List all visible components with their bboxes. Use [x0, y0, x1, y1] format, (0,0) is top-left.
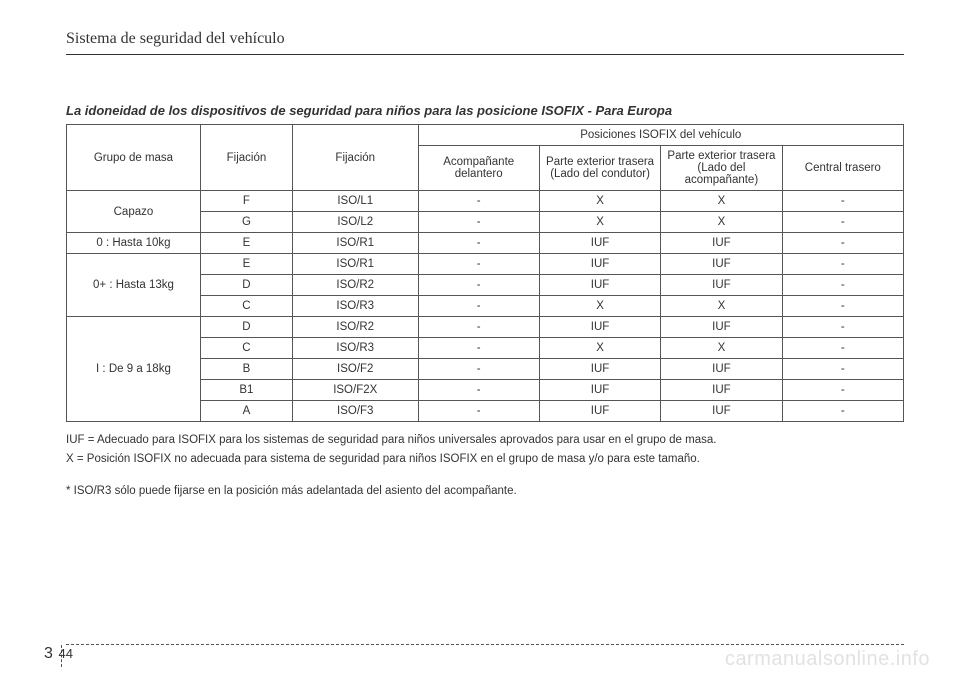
cell: ISO/R3	[292, 296, 418, 317]
cell: -	[782, 191, 903, 212]
table-row: I : De 9 a 18kgDISO/R2-IUFIUF-	[67, 317, 904, 338]
mass-group-cell: Capazo	[67, 191, 201, 233]
cell: -	[418, 401, 539, 422]
watermark: carmanualsonline.info	[725, 648, 930, 671]
cell: X	[539, 296, 660, 317]
cell: -	[782, 380, 903, 401]
cell: -	[418, 380, 539, 401]
table-row: 0 : Hasta 10kgEISO/R1-IUFIUF-	[67, 233, 904, 254]
isofix-suitability-table: Grupo de masa Fijación Fijación Posicion…	[66, 124, 904, 422]
col-fixation-b: Fijación	[292, 125, 418, 191]
cell: -	[418, 233, 539, 254]
col-positions-title: Posiciones ISOFIX del vehículo	[418, 125, 903, 146]
cell: -	[418, 359, 539, 380]
cell: -	[418, 191, 539, 212]
table-row: CapazoFISO/L1-XX-	[67, 191, 904, 212]
cell: E	[200, 254, 292, 275]
cell: -	[782, 317, 903, 338]
cell: -	[418, 338, 539, 359]
mass-group-cell: 0 : Hasta 10kg	[67, 233, 201, 254]
cell: IUF	[539, 233, 660, 254]
mass-group-cell: 0+ : Hasta 13kg	[67, 254, 201, 317]
cell: G	[200, 212, 292, 233]
cell: -	[782, 296, 903, 317]
cell: -	[782, 359, 903, 380]
cell: -	[782, 275, 903, 296]
cell: -	[418, 275, 539, 296]
cell: -	[418, 296, 539, 317]
cell: ISO/R1	[292, 233, 418, 254]
note-iuf: IUF = Adecuado para ISOFIX para los sist…	[66, 432, 904, 449]
cell: -	[418, 254, 539, 275]
cell: D	[200, 275, 292, 296]
cell: IUF	[539, 401, 660, 422]
cell: IUF	[539, 380, 660, 401]
cell: -	[782, 401, 903, 422]
cell: B1	[200, 380, 292, 401]
cell: IUF	[661, 254, 782, 275]
cell: X	[661, 296, 782, 317]
table-row: 0+ : Hasta 13kgEISO/R1-IUFIUF-	[67, 254, 904, 275]
cell: X	[539, 191, 660, 212]
cell: X	[661, 212, 782, 233]
page-title: Sistema de seguridad del vehículo	[66, 30, 904, 55]
cell: IUF	[539, 275, 660, 296]
cell: X	[661, 191, 782, 212]
cell: ISO/R3	[292, 338, 418, 359]
table-caption: La idoneidad de los dispositivos de segu…	[66, 103, 904, 118]
cell: -	[782, 338, 903, 359]
col-pos-rear-driver: Parte exterior trasera (Lado del conduto…	[539, 146, 660, 191]
cell: E	[200, 233, 292, 254]
table-footnotes: IUF = Adecuado para ISOFIX para los sist…	[66, 432, 904, 500]
cell: ISO/R2	[292, 275, 418, 296]
chapter-number: 3	[44, 645, 53, 662]
cell: IUF	[661, 275, 782, 296]
cell: ISO/L2	[292, 212, 418, 233]
cell: X	[661, 338, 782, 359]
manual-page: Sistema de seguridad del vehículo La ido…	[0, 0, 960, 689]
cell: IUF	[661, 359, 782, 380]
mass-group-cell: I : De 9 a 18kg	[67, 317, 201, 422]
col-pos-rear-center: Central trasero	[782, 146, 903, 191]
cell: IUF	[661, 401, 782, 422]
cell: X	[539, 212, 660, 233]
cell: B	[200, 359, 292, 380]
cell: ISO/L1	[292, 191, 418, 212]
note-iso-r3: * ISO/R3 sólo puede fijarse en la posici…	[66, 483, 904, 500]
page-number: 3 44	[44, 645, 73, 663]
cell: ISO/F3	[292, 401, 418, 422]
cell: -	[418, 317, 539, 338]
cell: IUF	[539, 359, 660, 380]
cell: IUF	[661, 233, 782, 254]
cell: IUF	[539, 317, 660, 338]
cell: F	[200, 191, 292, 212]
cell: IUF	[539, 254, 660, 275]
table-body: CapazoFISO/L1-XX-GISO/L2-XX-0 : Hasta 10…	[67, 191, 904, 422]
footer-divider	[66, 644, 904, 645]
cell: IUF	[661, 317, 782, 338]
page-number-value: 44	[59, 646, 73, 661]
col-fixation-a: Fijación	[200, 125, 292, 191]
cell: C	[200, 296, 292, 317]
cell: X	[539, 338, 660, 359]
cell: ISO/R2	[292, 317, 418, 338]
cell: C	[200, 338, 292, 359]
cell: D	[200, 317, 292, 338]
col-pos-front: Acompañante delantero	[418, 146, 539, 191]
col-pos-rear-passenger: Parte exterior trasera (Lado del acompañ…	[661, 146, 782, 191]
cell: ISO/R1	[292, 254, 418, 275]
cell: IUF	[661, 380, 782, 401]
note-x: X = Posición ISOFIX no adecuada para sis…	[66, 451, 904, 468]
cell: A	[200, 401, 292, 422]
cell: -	[782, 212, 903, 233]
cell: -	[782, 233, 903, 254]
cell: -	[418, 212, 539, 233]
col-mass-group: Grupo de masa	[67, 125, 201, 191]
cell: ISO/F2	[292, 359, 418, 380]
cell: ISO/F2X	[292, 380, 418, 401]
table-head: Grupo de masa Fijación Fijación Posicion…	[67, 125, 904, 191]
cell: -	[782, 254, 903, 275]
